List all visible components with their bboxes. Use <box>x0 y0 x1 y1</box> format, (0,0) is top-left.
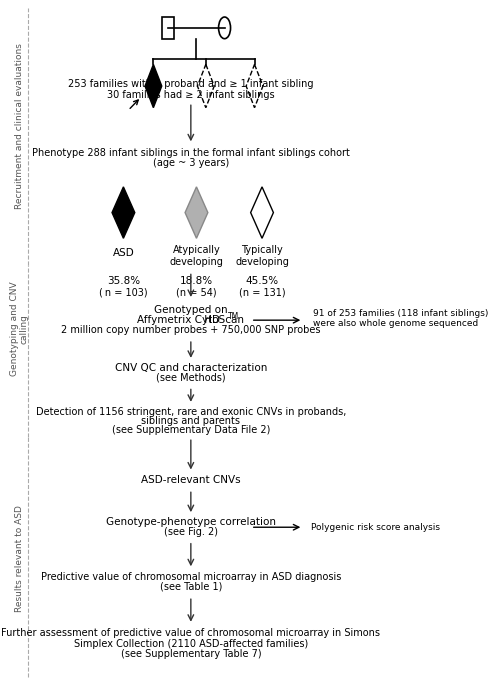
Text: Phenotype 288 infant siblings in the formal infant siblings cohort: Phenotype 288 infant siblings in the for… <box>32 148 350 158</box>
Text: Typically
developing: Typically developing <box>235 245 289 266</box>
Text: (see Fig. 2): (see Fig. 2) <box>164 527 218 537</box>
Text: Genotyping and CNV
calling: Genotyping and CNV calling <box>9 282 29 376</box>
Text: Simplex Collection (2110 ASD-affected families): Simplex Collection (2110 ASD-affected fa… <box>74 638 308 649</box>
Text: Recruitment and clinical evaluations: Recruitment and clinical evaluations <box>15 43 24 209</box>
Polygon shape <box>250 187 273 238</box>
Text: (see Table 1): (see Table 1) <box>160 582 222 592</box>
Text: (see Supplementary Data File 2): (see Supplementary Data File 2) <box>111 425 270 435</box>
Text: HD: HD <box>162 315 220 325</box>
FancyBboxPatch shape <box>163 17 174 38</box>
Text: 35.8%: 35.8% <box>107 275 140 286</box>
Text: Polygenic risk score analysis: Polygenic risk score analysis <box>311 523 440 532</box>
Text: (n = 54): (n = 54) <box>176 288 217 298</box>
Text: 2 million copy number probes + 750,000 SNP probes: 2 million copy number probes + 750,000 S… <box>61 325 321 336</box>
Text: (n = 131): (n = 131) <box>239 288 285 298</box>
Circle shape <box>218 17 231 38</box>
Text: 30 families had ≥ 2 infant siblings: 30 families had ≥ 2 infant siblings <box>107 90 274 100</box>
Text: were also whole genome sequenced: were also whole genome sequenced <box>313 319 478 328</box>
Text: Further assessment of predictive value of chromosomal microarray in Simons: Further assessment of predictive value o… <box>1 628 381 638</box>
Text: Genotype-phenotype correlation: Genotype-phenotype correlation <box>106 517 276 527</box>
Text: (see Methods): (see Methods) <box>156 373 226 383</box>
Text: Results relevant to ASD: Results relevant to ASD <box>15 506 24 612</box>
Polygon shape <box>185 187 208 238</box>
Polygon shape <box>197 64 214 108</box>
Polygon shape <box>112 187 135 238</box>
Text: CNV QC and characterization: CNV QC and characterization <box>115 363 267 373</box>
Text: ASD: ASD <box>112 249 134 258</box>
Polygon shape <box>246 64 263 108</box>
Text: 91 of 253 families (118 infant siblings): 91 of 253 families (118 infant siblings) <box>313 309 488 318</box>
Text: 45.5%: 45.5% <box>246 275 278 286</box>
Text: 18.8%: 18.8% <box>180 275 213 286</box>
Text: ( n = 103): ( n = 103) <box>99 288 148 298</box>
Text: (see Supplementary Table 7): (see Supplementary Table 7) <box>120 649 261 659</box>
Text: siblings and parents: siblings and parents <box>141 416 241 426</box>
Polygon shape <box>145 64 162 108</box>
Text: 253 families with a proband and ≥ 1 infant sibling: 253 families with a proband and ≥ 1 infa… <box>68 79 314 89</box>
Text: Affymetrix CytoScan: Affymetrix CytoScan <box>137 315 245 325</box>
Text: Predictive value of chromosomal microarray in ASD diagnosis: Predictive value of chromosomal microarr… <box>41 572 341 582</box>
Text: Detection of 1156 stringent, rare and exonic CNVs in probands,: Detection of 1156 stringent, rare and ex… <box>36 407 346 417</box>
Text: Atypically
developing: Atypically developing <box>169 245 223 266</box>
Text: Genotyped on: Genotyped on <box>154 305 228 315</box>
Text: ASD-relevant CNVs: ASD-relevant CNVs <box>141 475 241 485</box>
Text: TM: TM <box>228 312 239 321</box>
Text: (age ~ 3 years): (age ~ 3 years) <box>153 158 229 168</box>
